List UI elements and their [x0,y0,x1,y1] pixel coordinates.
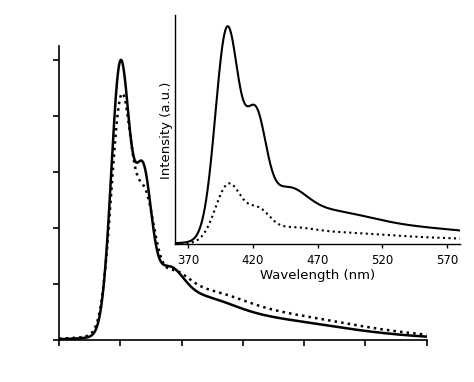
Y-axis label: Intensity (a.u.): Intensity (a.u.) [160,81,173,178]
X-axis label: Wavelength (nm): Wavelength (nm) [260,269,375,282]
